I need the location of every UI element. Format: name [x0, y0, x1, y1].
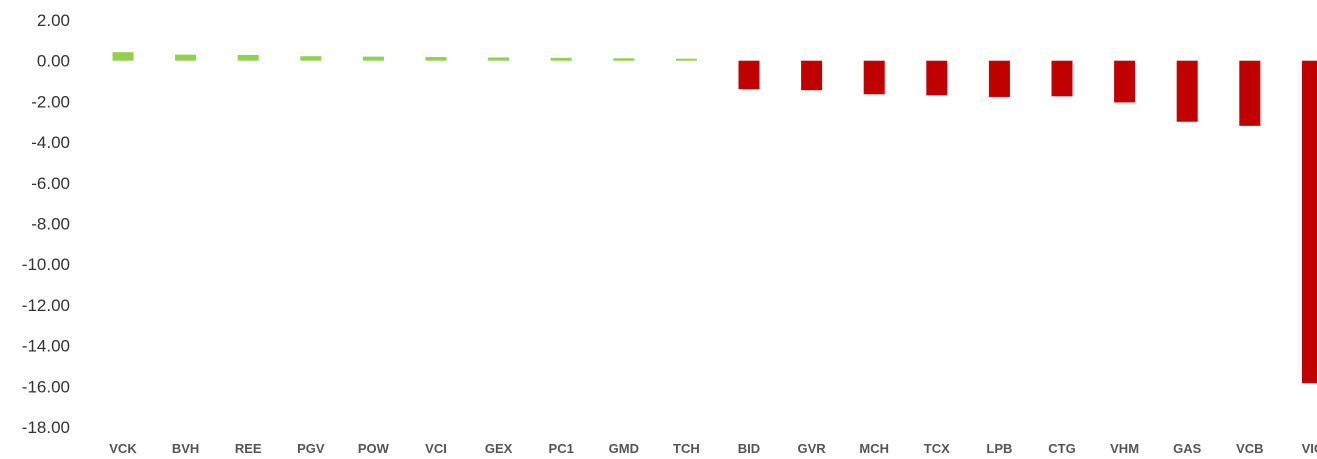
x-tick-label: GEX: [485, 441, 513, 456]
x-tick-label: VIC: [1302, 441, 1317, 456]
x-tick-label: VCK: [109, 441, 137, 456]
bar-vck: [112, 52, 134, 61]
y-tick-label: -12.00: [22, 296, 70, 315]
x-tick-label: BID: [738, 441, 760, 456]
x-tick-label: PGV: [297, 441, 325, 456]
y-tick-label: 0.00: [37, 52, 70, 71]
y-tick-label: -4.00: [31, 133, 70, 152]
x-tick-label: REE: [235, 441, 262, 456]
x-tick-label: TCH: [673, 441, 700, 456]
y-tick-label: 2.00: [37, 11, 70, 30]
x-tick-label: VCB: [1236, 441, 1263, 456]
bar-bid: [738, 60, 760, 90]
y-axis: 2.00 0.00 -2.00 -4.00 -6.00 -8.00 -10.00 -12.00…: [22, 11, 70, 437]
x-tick-label: VHM: [1110, 441, 1139, 456]
bar-bvh: [175, 54, 197, 61]
x-tick-label: VCI: [425, 441, 447, 456]
bar-tcx: [926, 60, 948, 96]
bar-mch: [863, 60, 885, 95]
bar-ree: [237, 55, 259, 61]
x-tick-label: BVH: [172, 441, 199, 456]
bar-pgv: [300, 56, 322, 61]
y-tick-label: -10.00: [22, 255, 70, 274]
x-tick-label: CTG: [1048, 441, 1075, 456]
bar-vhm: [1114, 60, 1136, 103]
bar-pow: [362, 56, 384, 61]
y-tick-label: -8.00: [31, 215, 70, 234]
x-tick-label: GAS: [1173, 441, 1202, 456]
y-tick-label: -6.00: [31, 174, 70, 193]
x-tick-label: PC1: [549, 441, 574, 456]
x-tick-label: LPB: [986, 441, 1012, 456]
x-tick-label: TCX: [924, 441, 950, 456]
bar-vcb: [1239, 60, 1261, 126]
bar-gmd: [613, 58, 635, 61]
x-tick-label: MCH: [859, 441, 889, 456]
y-tick-label: -14.00: [22, 337, 70, 356]
bar-gex: [488, 57, 510, 61]
x-axis: VCK BVH REE PGV POW VCI GEX PC1 GMD TCH BID GVR MCH T…: [109, 441, 1317, 456]
bar-vci: [425, 57, 447, 61]
bar-vic: [1301, 60, 1317, 384]
bar-ctg: [1051, 60, 1073, 97]
y-tick-label: -16.00: [22, 377, 70, 396]
x-tick-label: GMD: [609, 441, 639, 456]
y-tick-label: -18.00: [22, 418, 70, 437]
bar-lpb: [988, 60, 1010, 97]
x-tick-label: GVR: [798, 441, 827, 456]
bar-gvr: [801, 60, 823, 91]
y-tick-label: -2.00: [31, 92, 70, 111]
x-tick-label: POW: [358, 441, 390, 456]
bar-pc1: [550, 57, 572, 61]
bar-gas: [1176, 60, 1198, 122]
bars: [112, 52, 1317, 384]
bar-tch: [675, 58, 697, 61]
